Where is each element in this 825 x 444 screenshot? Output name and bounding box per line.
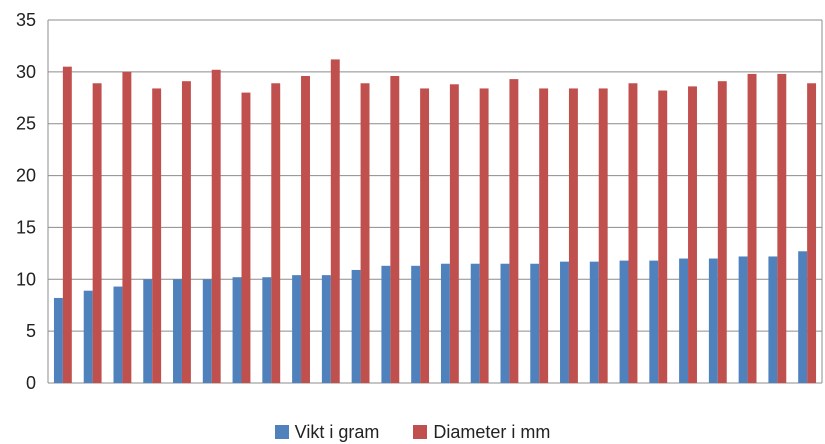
bar-weight-15 xyxy=(470,263,480,383)
bar-diameter-7 xyxy=(241,92,251,383)
bar-weight-13 xyxy=(411,265,421,383)
bar-diameter-23 xyxy=(717,81,727,383)
bar-weight-14 xyxy=(440,263,450,383)
legend-item-diameter: Diameter i mm xyxy=(413,422,550,443)
bar-diameter-24 xyxy=(747,73,757,384)
bar-diameter-26 xyxy=(807,83,817,384)
bar-weight-6 xyxy=(202,279,212,383)
bar-weight-24 xyxy=(738,256,748,383)
bar-weight-3 xyxy=(113,286,123,383)
bar-diameter-1 xyxy=(62,66,72,384)
bar-weight-17 xyxy=(530,263,540,383)
bar-weight-21 xyxy=(649,260,659,383)
bar-diameter-12 xyxy=(390,76,400,383)
bar-weight-7 xyxy=(232,277,242,383)
bar-weight-10 xyxy=(321,275,331,383)
legend-swatch-weight xyxy=(274,425,289,439)
bar-diameter-9 xyxy=(301,76,310,383)
gridlines xyxy=(48,19,822,384)
legend-swatch-diameter xyxy=(413,425,428,439)
bar-diameter-2 xyxy=(92,83,102,384)
bar-weight-12 xyxy=(381,265,391,383)
bar-weight-25 xyxy=(768,256,778,383)
bar-diameter-10 xyxy=(330,59,340,383)
bar-diameter-14 xyxy=(449,84,459,384)
bar-diameter-4 xyxy=(152,88,162,383)
bar-diameter-17 xyxy=(539,88,549,383)
y-tick-label: 35 xyxy=(16,10,36,30)
bar-chart: 0 5 10 15 20 25 30 35 xyxy=(16,10,823,393)
bar-diameter-11 xyxy=(360,83,370,384)
bar-weight-16 xyxy=(500,263,510,383)
bar-diameter-22 xyxy=(688,86,697,383)
bar-diameter-20 xyxy=(628,83,638,384)
y-tick-label: 30 xyxy=(16,62,36,82)
bar-weight-18 xyxy=(560,261,569,383)
bar-weight-20 xyxy=(619,260,629,383)
legend-label-diameter: Diameter i mm xyxy=(433,421,551,442)
bars xyxy=(53,59,817,384)
bar-diameter-25 xyxy=(777,73,787,384)
bar-weight-5 xyxy=(173,279,182,383)
bar-weight-26 xyxy=(798,251,808,383)
bar-diameter-3 xyxy=(122,71,132,384)
bar-weight-23 xyxy=(708,258,718,383)
bar-diameter-6 xyxy=(211,69,221,383)
y-tick-label: 20 xyxy=(16,166,36,186)
bar-diameter-5 xyxy=(181,81,191,383)
bar-diameter-19 xyxy=(598,88,608,383)
legend-item-weight: Vikt i gram xyxy=(274,421,380,443)
bar-weight-4 xyxy=(143,279,153,383)
bar-weight-22 xyxy=(679,258,689,383)
legend: Vikt i gram Diameter i mm xyxy=(0,420,825,444)
bar-diameter-18 xyxy=(568,88,578,383)
bar-weight-8 xyxy=(262,277,272,383)
y-tick-label: 5 xyxy=(26,321,36,341)
bar-diameter-8 xyxy=(271,83,281,384)
bar-diameter-13 xyxy=(420,88,430,383)
bar-weight-9 xyxy=(292,275,302,383)
y-tick-label: 10 xyxy=(16,269,36,289)
y-tick-label: 15 xyxy=(16,217,36,237)
bar-diameter-15 xyxy=(479,88,489,383)
bar-diameter-16 xyxy=(509,79,519,384)
bar-weight-11 xyxy=(351,269,361,383)
bar-weight-1 xyxy=(53,297,63,383)
bar-weight-2 xyxy=(83,290,93,383)
legend-label-weight: Vikt i gram xyxy=(294,421,380,442)
bar-diameter-21 xyxy=(658,90,668,383)
y-tick-label: 0 xyxy=(26,373,36,393)
bar-weight-19 xyxy=(589,261,599,383)
y-axis: 0 5 10 15 20 25 30 35 xyxy=(16,10,823,393)
y-tick-label: 25 xyxy=(16,114,36,134)
